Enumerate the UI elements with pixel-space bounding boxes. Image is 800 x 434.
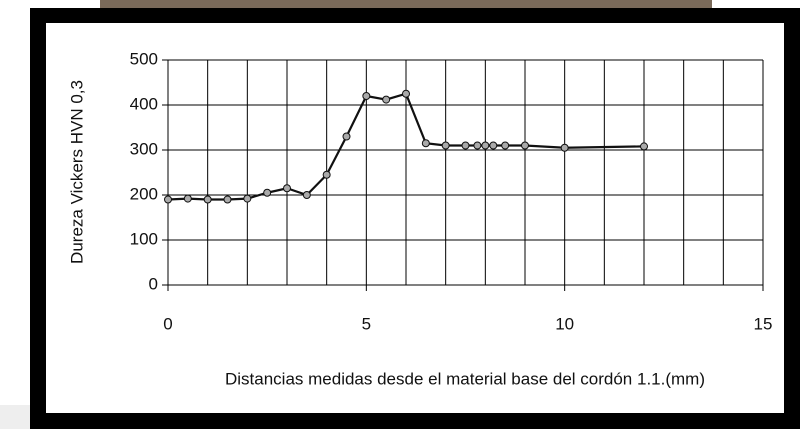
data-point xyxy=(641,143,648,150)
data-point xyxy=(284,185,291,192)
data-point xyxy=(490,142,497,149)
data-point xyxy=(462,142,469,149)
x-tick-label: 0 xyxy=(163,314,172,333)
x-tick-label: 5 xyxy=(362,314,371,333)
data-point xyxy=(343,133,350,140)
background xyxy=(0,405,30,429)
data-point xyxy=(403,90,410,97)
y-tick-label: 400 xyxy=(130,94,158,113)
data-point xyxy=(522,142,529,149)
data-point xyxy=(363,93,370,100)
data-point xyxy=(482,142,489,149)
chart-area xyxy=(46,23,784,413)
data-point xyxy=(383,96,390,103)
y-tick-label: 200 xyxy=(130,184,158,203)
data-point xyxy=(323,171,330,178)
data-point xyxy=(422,140,429,147)
y-tick-label: 300 xyxy=(130,139,158,158)
x-tick-label: 15 xyxy=(754,314,773,333)
y-axis-label: Dureza Vickers HVN 0,3 xyxy=(67,80,86,264)
data-point xyxy=(184,195,191,202)
y-tick-label: 100 xyxy=(130,229,158,248)
data-point xyxy=(502,142,509,149)
data-point xyxy=(561,144,568,151)
data-point xyxy=(244,195,251,202)
y-tick-label: 0 xyxy=(149,274,158,293)
screenshot: 0 100 200 300 400 500 0 5 10 15 Distancias medida… xyxy=(0,0,800,429)
data-point xyxy=(165,196,172,203)
y-tick-label: 500 xyxy=(130,49,158,68)
x-axis-label: Distancias medidas desde el material bas… xyxy=(225,369,705,388)
data-point xyxy=(474,142,481,149)
data-point xyxy=(264,189,271,196)
data-point xyxy=(303,192,310,199)
data-point xyxy=(224,196,231,203)
x-tick-label: 10 xyxy=(555,314,574,333)
data-point xyxy=(442,142,449,149)
data-point xyxy=(204,196,211,203)
